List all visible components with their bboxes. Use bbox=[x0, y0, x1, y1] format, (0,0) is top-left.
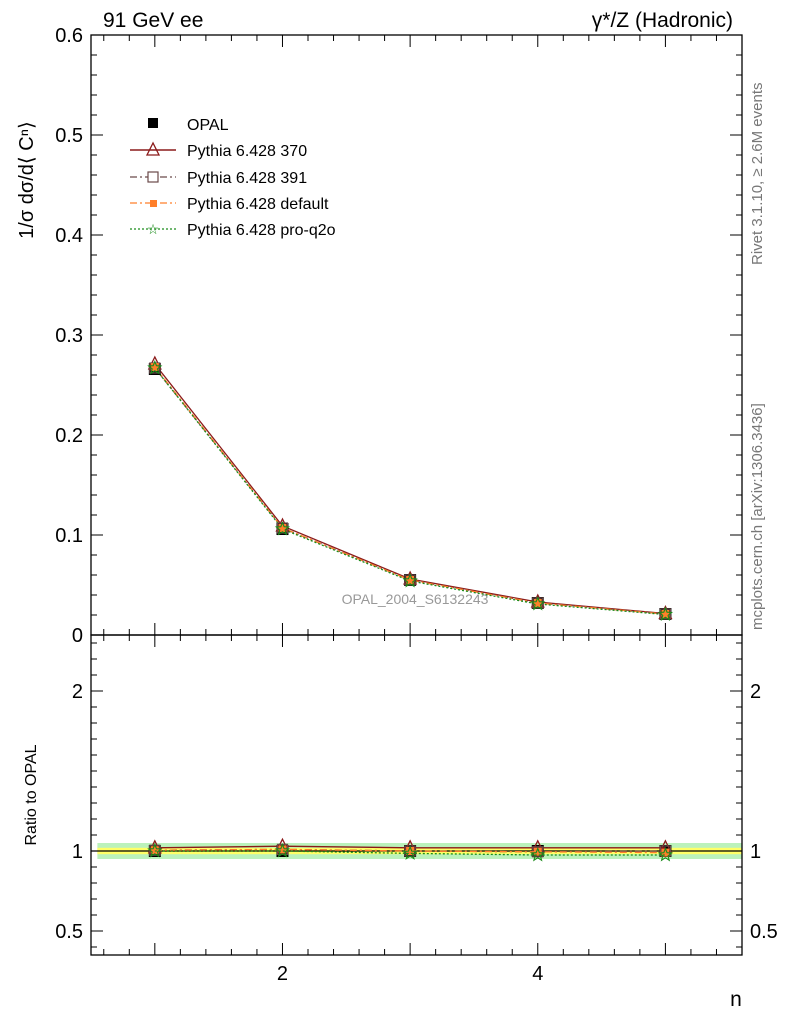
main-ytick-label: 0.2 bbox=[55, 425, 83, 447]
xlabel: n bbox=[730, 988, 742, 1011]
main-ytick-label: 0.6 bbox=[55, 25, 83, 47]
rivet-label: Rivet 3.1.10, ≥ 2.6M events bbox=[749, 83, 766, 266]
main-ytick-label: 0.1 bbox=[55, 525, 83, 547]
main-marker bbox=[278, 524, 287, 532]
main-marker bbox=[147, 359, 163, 375]
legend-label-370: Pythia 6.428 370 bbox=[187, 143, 307, 160]
main-series-line bbox=[154, 367, 666, 616]
ratio-ytick-label-right: 2 bbox=[750, 681, 761, 703]
ratio-ytick-label: 2 bbox=[72, 681, 83, 703]
legend-label-391: Pythia 6.428 391 bbox=[187, 170, 307, 187]
ratio-plot-area: 2 4 0.5 0.5 1 1 2 2 bbox=[55, 634, 778, 985]
header-left-label: 91 GeV ee bbox=[103, 9, 203, 32]
ratio-marker bbox=[657, 846, 674, 862]
legend-label-opal: OPAL bbox=[187, 117, 229, 134]
main-marker bbox=[406, 576, 415, 584]
legend-marker-opal bbox=[148, 118, 158, 128]
ratio-marker bbox=[406, 847, 415, 855]
ratio-marker bbox=[278, 845, 287, 854]
analysis-watermark: OPAL_2004_S6132243 bbox=[342, 591, 489, 607]
main-marker bbox=[661, 610, 670, 618]
main-marker bbox=[150, 363, 159, 371]
legend: OPAL Pythia 6.428 370 Pythia 6.428 391 P… bbox=[130, 117, 336, 239]
legend-marker-default bbox=[150, 200, 157, 207]
main-marker bbox=[402, 572, 418, 588]
ratio-xtick-label: 4 bbox=[532, 963, 543, 985]
main-marker bbox=[530, 595, 546, 611]
header-right-label: γ*/Z (Hadronic) bbox=[592, 9, 733, 32]
ratio-marker bbox=[661, 848, 670, 857]
ratio-ytick-label-right: 1 bbox=[750, 841, 761, 863]
ratio-frame bbox=[90, 634, 743, 956]
ratio-marker bbox=[530, 846, 546, 862]
legend-marker-370 bbox=[145, 141, 161, 156]
ratio-xtick-label: 2 bbox=[277, 963, 288, 985]
ratio-marker bbox=[274, 842, 291, 858]
ratio-marker bbox=[150, 846, 159, 855]
main-ytick-label: 0.5 bbox=[55, 125, 83, 147]
ratio-ytick-label: 0.5 bbox=[55, 921, 83, 943]
main-marker bbox=[533, 599, 542, 607]
main-ylabel: 1/σ dσ/d⟨ Cⁿ⟩ bbox=[16, 121, 38, 239]
legend-marker-391 bbox=[147, 171, 159, 183]
legend-marker-proq2o: ☆ bbox=[147, 221, 160, 237]
legend-label-proq2o: Pythia 6.428 pro-q2o bbox=[187, 222, 336, 239]
ratio-ytick-label: 1 bbox=[72, 841, 83, 863]
ratio-marker bbox=[402, 845, 418, 860]
ratio-series-line bbox=[154, 850, 666, 856]
ratio-marker bbox=[147, 842, 163, 858]
main-plot-area: 0 0.1 0.2 0.3 0.4 0.5 0.6 bbox=[55, 25, 743, 647]
mcplots-label: mcplots.cern.ch [arXiv:1306.3436] bbox=[749, 403, 766, 630]
main-marker bbox=[274, 520, 291, 536]
main-ytick-label: 0.4 bbox=[55, 225, 83, 247]
main-ytick-label: 0.3 bbox=[55, 325, 83, 347]
main-ytick-label: 0 bbox=[72, 625, 83, 647]
ratio-ylabel: Ratio to OPAL bbox=[23, 744, 40, 845]
main-marker bbox=[657, 606, 674, 621]
ratio-marker bbox=[533, 847, 542, 856]
legend-label-default: Pythia 6.428 default bbox=[187, 196, 329, 213]
ratio-ytick-label-right: 0.5 bbox=[750, 921, 778, 943]
